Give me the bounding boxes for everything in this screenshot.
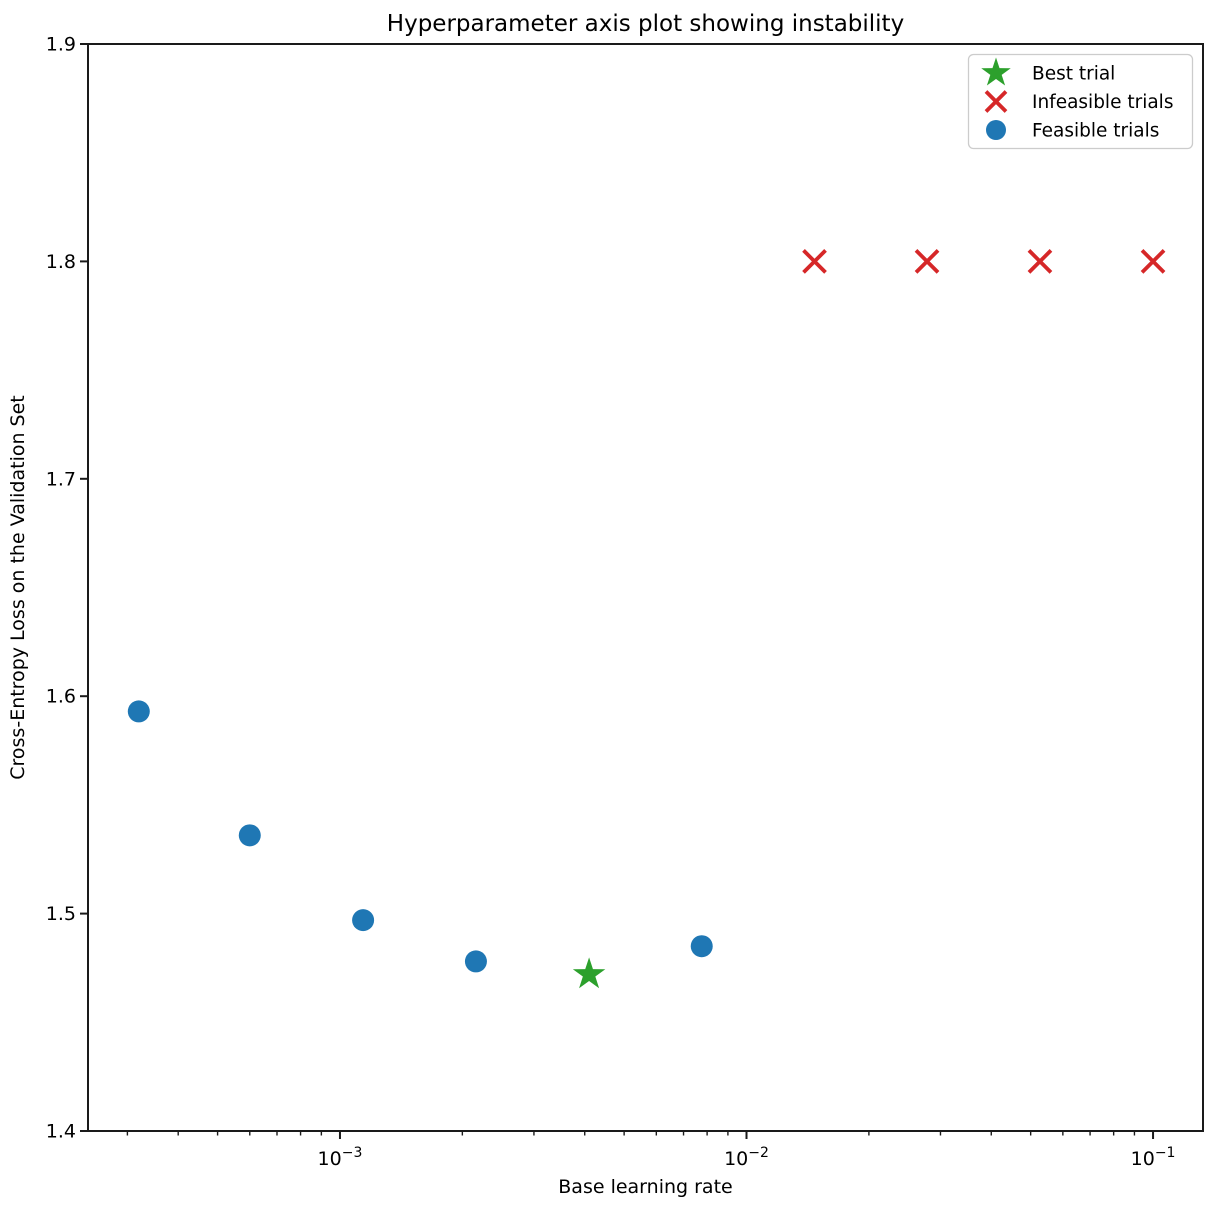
best-trial-point — [572, 957, 606, 989]
legend-best-trial-icon — [981, 57, 1011, 86]
infeasible-trials-point — [1140, 249, 1166, 274]
x-tick-exponent: −2 — [748, 1145, 769, 1161]
y-tick-label: 1.9 — [46, 34, 76, 56]
x-tick-label: 10−1 — [1131, 1145, 1176, 1170]
infeasible-trials-point — [914, 249, 940, 274]
axes-spines — [87, 43, 1204, 1132]
y-tick-label: 1.5 — [46, 903, 76, 925]
axis-ticks: 1.4 1.5 1.6 1.7 1.8 1.9 10−3 10−2 10−1 — [46, 34, 1176, 1171]
x-tick-exponent: −3 — [342, 1145, 363, 1161]
feasible-trials-point — [238, 824, 261, 847]
legend-box — [967, 53, 1194, 150]
legend-label-best-trial: Best trial — [1032, 64, 1115, 85]
x-tick-exponent: −1 — [1155, 1145, 1176, 1161]
chart-title: Hyperparameter axis plot showing instabi… — [387, 11, 904, 37]
legend-label-feasible-trials: Feasible trials — [1032, 121, 1159, 142]
feasible-trials-point — [127, 700, 150, 723]
legend-feasible-trials-icon — [986, 120, 1006, 140]
y-axis-label: Cross-Entropy Loss on the Validation Set — [7, 395, 29, 780]
legend: Best trial Infeasible trials Feasible tria… — [967, 53, 1194, 150]
y-tick-label: 1.7 — [46, 468, 76, 490]
x-axis-label: Base learning rate — [558, 1176, 732, 1198]
legend-label-infeasible-trials: Infeasible trials — [1032, 92, 1173, 113]
feasible-trials-point — [464, 950, 487, 973]
plot-frame — [87, 43, 1204, 1132]
feasible-trials-point — [352, 909, 375, 932]
x-tick-label: 10−2 — [724, 1145, 769, 1170]
y-tick-label: 1.8 — [46, 251, 76, 273]
legend-infeasible-trials-icon — [984, 90, 1008, 113]
data-points — [127, 249, 1166, 989]
infeasible-trials-point — [802, 249, 827, 274]
feasible-trials-point — [690, 935, 713, 958]
infeasible-trials-point — [1027, 249, 1053, 274]
y-tick-label: 1.4 — [46, 1121, 76, 1143]
y-tick-label: 1.6 — [46, 686, 76, 708]
x-tick-label: 10−3 — [318, 1145, 363, 1170]
